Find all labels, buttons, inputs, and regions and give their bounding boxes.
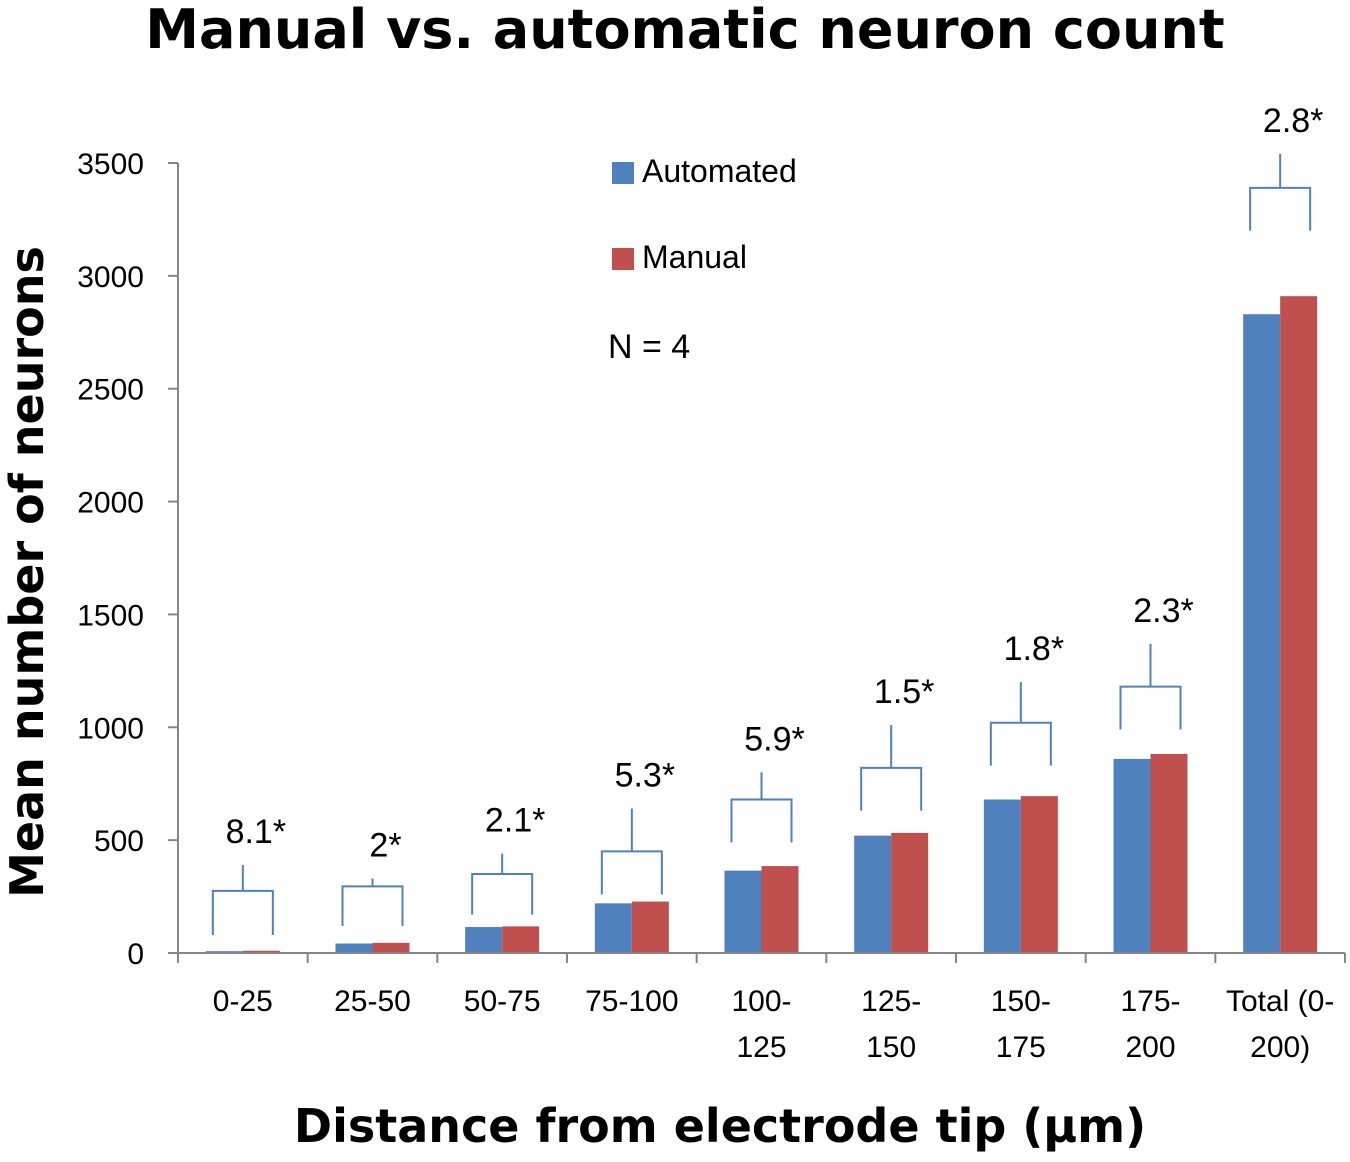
bar-manual-2	[502, 926, 540, 953]
bar-manual-0	[242, 950, 280, 953]
significance-label-8: 2.8*	[1263, 102, 1324, 140]
bar-automated-5	[854, 835, 892, 953]
x-tick-label-7-line2: 200	[1125, 1031, 1175, 1064]
significance-label-3: 5.3*	[615, 757, 676, 795]
y-tick-label-4: 2000	[77, 487, 144, 520]
legend-label-manual: Manual	[642, 239, 747, 275]
significance-label-6: 1.8*	[1004, 630, 1065, 668]
legend-label-automated: Automated	[642, 153, 797, 189]
y-tick-label-7: 3500	[77, 148, 144, 181]
significance-bracket-6	[989, 682, 1052, 766]
x-tick-label-4: 100-	[731, 985, 791, 1018]
legend: Automated Manual	[612, 153, 797, 275]
significance-label-1: 2*	[369, 827, 401, 865]
significance-bracket-8	[1249, 153, 1312, 231]
bar-manual-5	[891, 832, 929, 953]
x-tick-label-0: 0-25	[213, 985, 273, 1018]
x-tick-label-8-line2: 200)	[1250, 1031, 1310, 1064]
x-tick-label-7: 175-	[1120, 985, 1180, 1018]
x-tick-label-6: 150-	[991, 985, 1051, 1018]
significance-label-0: 8.1*	[226, 813, 287, 851]
legend-swatch-manual	[612, 248, 634, 270]
x-axis-title: Distance from electrode tip (µm)	[294, 1099, 1146, 1153]
y-tick-label-5: 2500	[77, 374, 144, 407]
bar-automated-3	[594, 903, 632, 953]
significance-label-5: 1.5*	[874, 673, 935, 711]
bar-automated-6	[983, 799, 1021, 953]
bar-manual-4	[761, 866, 799, 953]
bar-automated-8	[1243, 314, 1281, 953]
x-tick-label-1: 25-50	[334, 985, 411, 1018]
bar-manual-6	[1020, 796, 1058, 953]
bar-manual-8	[1280, 296, 1318, 954]
bar-manual-7	[1150, 753, 1188, 953]
significance-bracket-2	[471, 853, 534, 915]
bar-automated-2	[465, 927, 503, 953]
chart-title: Manual vs. automatic neuron count	[145, 0, 1224, 61]
y-axis-title: Mean number of neurons	[0, 246, 54, 898]
bar-manual-1	[372, 942, 410, 953]
significance-label-4: 5.9*	[744, 720, 805, 758]
y-tick-label-2: 1000	[77, 712, 144, 745]
plot-area: 0 500 1000 1500 2000 2500 3000 3500 0-25 25-50 50-…	[77, 102, 1346, 1064]
significance-bracket-4	[730, 772, 793, 843]
x-tick-label-5: 125-	[861, 985, 921, 1018]
sample-size-note: N = 4	[608, 328, 690, 366]
significance-bracket-7	[1119, 643, 1182, 730]
x-tick-label-4-line2: 125	[736, 1031, 786, 1064]
x-tick-label-5-line2: 150	[866, 1031, 916, 1064]
significance-label-7: 2.3*	[1133, 592, 1194, 630]
legend-swatch-automated	[612, 162, 634, 184]
x-tick-label-3: 75-100	[585, 985, 678, 1018]
y-tick-label-6: 3000	[77, 261, 144, 294]
bar-automated-1	[335, 943, 373, 953]
bar-automated-4	[724, 870, 762, 953]
bar-manual-3	[631, 901, 669, 953]
significance-bracket-0	[211, 864, 274, 935]
significance-bracket-3	[600, 808, 663, 895]
x-tick-label-8: Total (0-	[1226, 985, 1334, 1018]
significance-bracket-5	[860, 725, 923, 811]
bar-automated-7	[1113, 758, 1151, 953]
y-tick-label-1: 500	[94, 825, 144, 858]
significance-bracket-1	[341, 878, 404, 926]
y-tick-label-0: 0	[127, 938, 144, 971]
y-tick-label-3: 1500	[77, 599, 144, 632]
x-tick-label-2: 50-75	[464, 985, 541, 1018]
significance-label-2: 2.1*	[485, 802, 546, 840]
x-tick-label-6-line2: 175	[996, 1031, 1046, 1064]
